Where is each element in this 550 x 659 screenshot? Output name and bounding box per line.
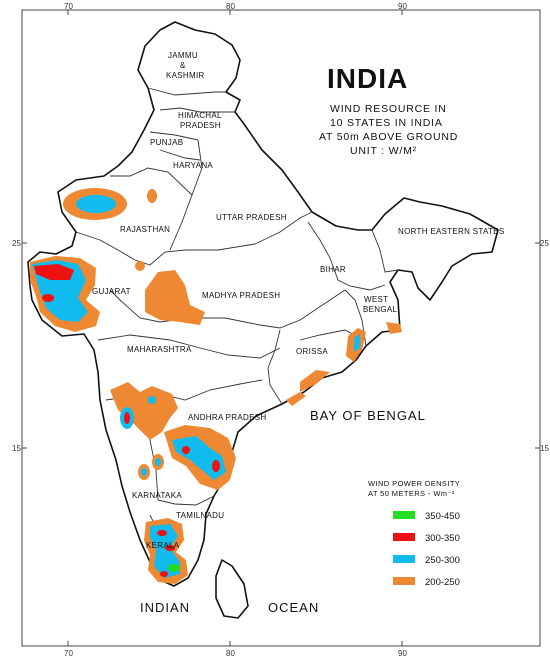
zone-andhra-red — [182, 446, 190, 454]
label-himachal: HIMACHAL — [178, 111, 222, 120]
label-uttar-pradesh: UTTAR PRADESH — [216, 213, 287, 222]
label-tamilnadu: TAMILNADU — [176, 511, 224, 520]
tick-bottom-80: 80 — [226, 649, 235, 658]
label-jammu: JAMMU — [168, 51, 198, 60]
tick-top-70: 70 — [64, 2, 73, 11]
label-madhya-pradesh: MADHYA PRADESH — [202, 291, 280, 300]
subtitle-line-4: UNIT : W/M² — [350, 145, 417, 157]
subtitle-line-2: 10 STATES IN INDIA — [330, 117, 443, 129]
legend-swatch-200-250 — [393, 577, 415, 585]
legend-label-300-350: 300-350 — [425, 533, 460, 544]
label-orissa: ORISSA — [296, 347, 328, 356]
label-indian: INDIAN — [140, 600, 190, 615]
label-kashmir: KASHMIR — [166, 71, 205, 80]
zone-orissa-coast-orange — [286, 392, 306, 406]
zone-rajasthan-blue — [76, 195, 116, 213]
label-karnataka: KARNATAKA — [132, 491, 182, 500]
zone-bengal-coast-orange — [386, 322, 402, 334]
zone-maharashtra-orange — [110, 382, 178, 440]
tick-bottom-70: 70 — [64, 649, 73, 658]
zone-andhra-red-2 — [212, 460, 220, 472]
sri-lanka-outline — [215, 559, 249, 619]
label-ne-states: NORTH EASTERN STATES — [398, 227, 504, 236]
tick-right-25: 25 — [540, 239, 549, 248]
legend-label-350-450: 350-450 — [425, 511, 460, 522]
zone-karnataka-blue-2 — [155, 458, 161, 466]
zone-gujarat-red — [34, 264, 74, 280]
legend: WIND POWER DENSITY AT 50 METERS - Wm⁻² 3… — [368, 479, 460, 588]
legend-title-line-1: WIND POWER DENSITY — [368, 479, 460, 488]
label-bihar: BIHAR — [320, 265, 346, 274]
zone-west-bengal-blue — [354, 334, 360, 352]
zone-rajasthan-small-orange — [147, 189, 157, 203]
legend-swatch-350-450 — [393, 511, 415, 519]
zone-madhya-pradesh-orange — [145, 270, 205, 325]
zone-tamilnadu-red — [157, 530, 167, 536]
legend-label-200-250: 200-250 — [425, 577, 460, 588]
label-kerala: KERALA — [146, 541, 180, 550]
legend-swatch-300-350 — [393, 533, 415, 541]
subtitle-line-3: AT 50m ABOVE GROUND — [319, 131, 458, 143]
graticule: 70 80 90 70 80 90 25 15 25 15 — [12, 2, 549, 658]
label-punjab: PUNJAB — [150, 138, 183, 147]
zone-maharashtra-blue-2 — [148, 396, 156, 404]
legend-label-250-300: 250-300 — [425, 555, 460, 566]
label-bengal: BENGAL — [363, 305, 398, 314]
label-haryana: HARYANA — [173, 161, 213, 170]
tick-top-90: 90 — [398, 2, 407, 11]
tick-top-80: 80 — [226, 2, 235, 11]
tick-left-25: 25 — [12, 239, 21, 248]
map-frame — [21, 9, 541, 647]
label-amp: & — [180, 61, 186, 70]
label-himachal-pradesh: PRADESH — [180, 121, 221, 130]
state-borders — [75, 87, 399, 576]
label-west: WEST — [364, 295, 388, 304]
legend-swatch-250-300 — [393, 555, 415, 563]
label-andhra-pradesh: ANDHRA PRADESH — [188, 413, 266, 422]
tick-bottom-90: 90 — [398, 649, 407, 658]
subtitle-line-1: WIND RESOURCE IN — [330, 103, 447, 115]
zone-tamilnadu-red-2 — [165, 545, 175, 551]
tick-left-15: 15 — [12, 444, 21, 453]
zone-karnataka-blue — [141, 468, 147, 476]
wind-zones — [30, 188, 402, 584]
zone-orissa-orange — [300, 370, 330, 392]
zone-tamilnadu-green — [168, 564, 180, 572]
tick-right-15: 15 — [540, 444, 549, 453]
label-maharashtra: MAHARASHTRA — [127, 345, 192, 354]
map-title: INDIA — [327, 63, 408, 94]
label-bay-of-bengal: BAY OF BENGAL — [310, 408, 426, 423]
zone-gujarat-red-2 — [42, 294, 54, 302]
zone-rajasthan-south-orange — [135, 261, 145, 271]
india-outline — [27, 21, 499, 587]
label-gujarat: GUJARAT — [92, 287, 131, 296]
label-ocean: OCEAN — [268, 600, 319, 615]
zone-tamilnadu-red-3 — [160, 571, 168, 577]
legend-title-line-2: AT 50 METERS - Wm⁻² — [368, 489, 455, 498]
label-rajasthan: RAJASTHAN — [120, 225, 170, 234]
zone-maharashtra-red — [124, 412, 130, 424]
